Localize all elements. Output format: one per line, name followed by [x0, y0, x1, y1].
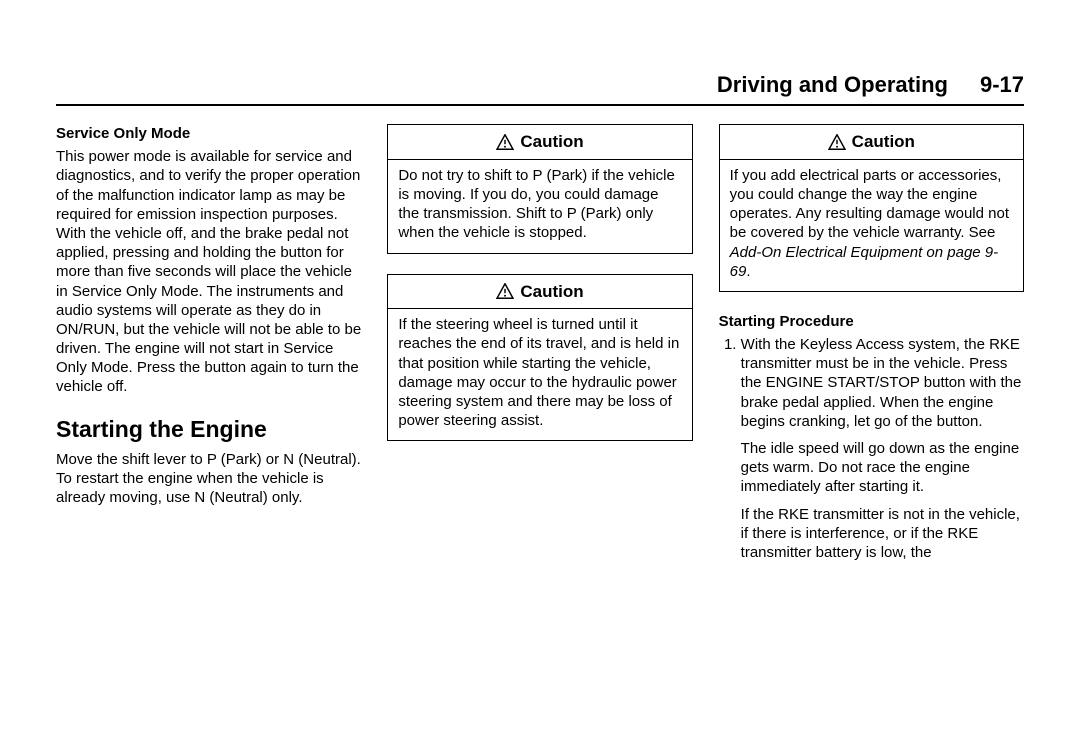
caution-title-3: Caution: [720, 125, 1023, 160]
caution-3-italic: Add-On Electrical Equipment on page 9-69: [730, 244, 998, 280]
section-title: Driving and Operating: [717, 72, 948, 98]
caution-body-2: If the steering wheel is turned until it…: [388, 309, 691, 440]
warning-triangle-icon: [828, 134, 846, 150]
step-1-text-b: The idle speed will go down as the engin…: [741, 439, 1024, 497]
caution-3-text-a: If you add electrical parts or accessori…: [730, 167, 1009, 242]
caution-label-3: Caution: [852, 131, 915, 153]
caution-title-1: Caution: [388, 125, 691, 160]
procedure-step-1: With the Keyless Access system, the RKE …: [741, 335, 1024, 562]
caution-body-1: Do not try to shift to P (Park) if the v…: [388, 160, 691, 253]
caution-box-3: Caution If you add electrical parts or a…: [719, 124, 1024, 292]
starting-procedure-heading: Starting Procedure: [719, 312, 1024, 331]
manual-page: Driving and Operating 9-17 Service Only …: [0, 0, 1080, 756]
service-only-body: This power mode is available for service…: [56, 147, 361, 396]
step-1-text-a: With the Keyless Access system, the RKE …: [741, 336, 1022, 430]
caution-title-2: Caution: [388, 275, 691, 310]
column-1: Service Only Mode This power mode is ava…: [56, 124, 361, 572]
warning-triangle-icon: [496, 283, 514, 299]
caution-box-2: Caution If the steering wheel is turned …: [387, 274, 692, 442]
caution-body-3: If you add electrical parts or accessori…: [720, 160, 1023, 291]
caution-3-text-b: .: [746, 263, 750, 280]
column-2: Caution Do not try to shift to P (Park) …: [387, 124, 692, 572]
caution-label-1: Caution: [520, 131, 583, 153]
content-columns: Service Only Mode This power mode is ava…: [56, 124, 1024, 572]
starting-engine-heading: Starting the Engine: [56, 415, 361, 444]
column-3: Caution If you add electrical parts or a…: [719, 124, 1024, 572]
starting-procedure-list: With the Keyless Access system, the RKE …: [719, 335, 1024, 562]
service-only-heading: Service Only Mode: [56, 124, 361, 143]
caution-box-1: Caution Do not try to shift to P (Park) …: [387, 124, 692, 254]
caution-label-2: Caution: [520, 281, 583, 303]
warning-triangle-icon: [496, 134, 514, 150]
page-number: 9-17: [980, 72, 1024, 98]
step-1-text-c: If the RKE transmitter is not in the veh…: [741, 505, 1024, 563]
page-header: Driving and Operating 9-17: [56, 72, 1024, 106]
starting-engine-body: Move the shift lever to P (Park) or N (N…: [56, 450, 361, 508]
